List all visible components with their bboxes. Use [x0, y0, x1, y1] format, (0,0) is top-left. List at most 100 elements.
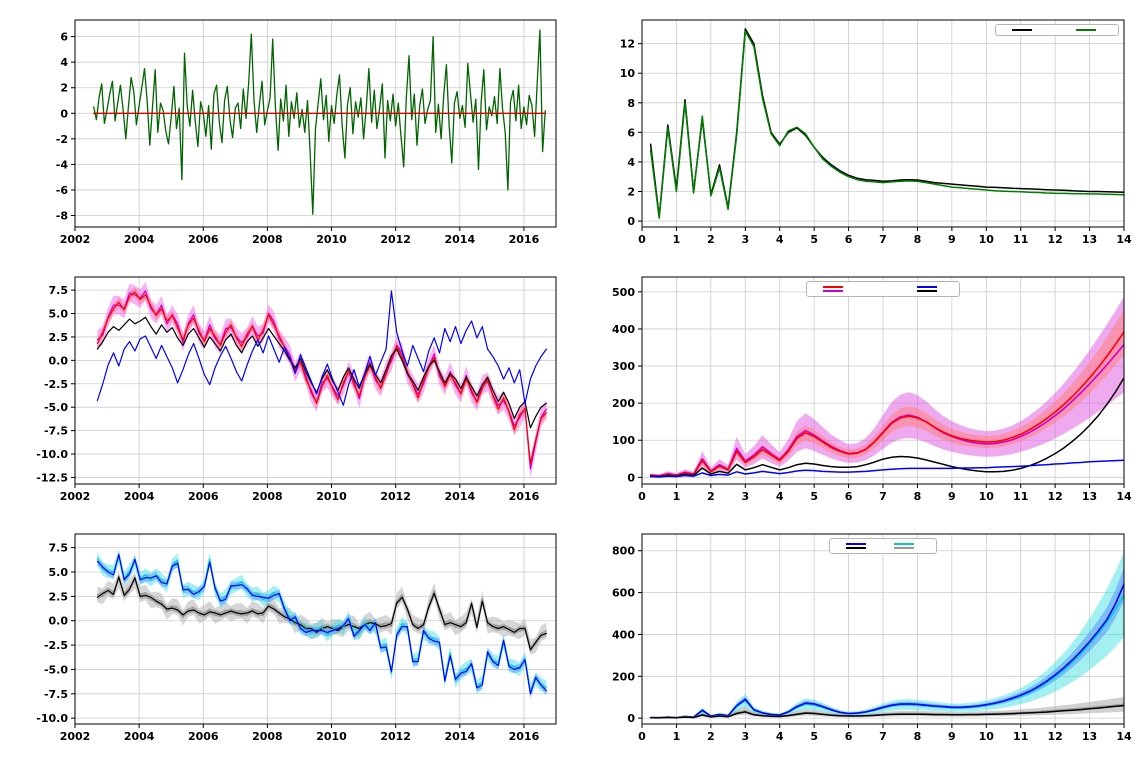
svg-text:10: 10: [979, 490, 995, 503]
svg-text:0: 0: [638, 730, 646, 743]
subplot-b: 0 1 2 3 4 5 6 7 8 9 10 11 12 13 14 0 2 4 6 8 10 12: [567, 0, 1135, 257]
svg-text:2002: 2002: [60, 730, 91, 743]
legend-swatch-sh-isba: [894, 543, 914, 545]
svg-text:12: 12: [1047, 490, 1062, 503]
svg-text:4: 4: [60, 56, 68, 69]
svg-text:11: 11: [1013, 233, 1028, 246]
svg-text:2014: 2014: [444, 730, 475, 743]
svg-text:4: 4: [627, 156, 635, 169]
svg-text:-5.0: -5.0: [44, 663, 68, 676]
legend-swatch-grace-mascons: [823, 286, 843, 288]
svg-text:600: 600: [612, 587, 635, 600]
svg-text:5: 5: [810, 730, 818, 743]
chart-f-legend: [829, 538, 937, 554]
svg-text:300: 300: [612, 360, 635, 373]
legend-item-sh-isba: [890, 542, 924, 546]
svg-text:13: 13: [1082, 730, 1097, 743]
svg-text:6: 6: [60, 31, 68, 44]
svg-text:13: 13: [1082, 233, 1097, 246]
svg-text:10: 10: [620, 67, 636, 80]
legend-swatch-mascons-wghm: [846, 547, 866, 549]
svg-text:200: 200: [612, 670, 635, 683]
legend-swatch-gpcc: [1012, 29, 1032, 31]
legend-swatch-imerg: [1076, 29, 1096, 31]
svg-text:5: 5: [810, 490, 818, 503]
svg-text:8: 8: [914, 233, 922, 246]
svg-text:2004: 2004: [124, 730, 155, 743]
svg-text:2: 2: [60, 82, 68, 95]
svg-text:7: 7: [879, 490, 887, 503]
legend-item-wghm: [913, 289, 947, 293]
subplot-c: 2002 2004 2006 2008 2010 2012 2014 2016 -12.5 -10…: [0, 257, 567, 514]
svg-text:2016: 2016: [509, 730, 540, 743]
svg-text:7.5: 7.5: [49, 542, 69, 555]
svg-text:2: 2: [707, 730, 715, 743]
svg-text:2.5: 2.5: [49, 331, 69, 344]
svg-text:2012: 2012: [380, 233, 411, 246]
svg-text:8: 8: [914, 730, 922, 743]
svg-text:14: 14: [1116, 233, 1132, 246]
legend-item-gpcc: [1008, 28, 1042, 32]
legend-item-isba: [913, 285, 947, 289]
svg-text:500: 500: [612, 286, 635, 299]
svg-text:-7.5: -7.5: [44, 688, 68, 701]
svg-text:10: 10: [979, 730, 995, 743]
legend-item-mascons-wghm: [842, 546, 876, 550]
svg-text:9: 9: [948, 233, 956, 246]
svg-text:2008: 2008: [252, 490, 283, 503]
svg-text:2006: 2006: [188, 730, 219, 743]
svg-text:7.5: 7.5: [49, 284, 69, 297]
legend-swatch-wghm: [917, 290, 937, 292]
svg-text:2014: 2014: [444, 490, 475, 503]
svg-text:0: 0: [60, 107, 68, 120]
svg-text:2014: 2014: [444, 233, 475, 246]
svg-text:400: 400: [612, 323, 635, 336]
svg-text:13: 13: [1082, 490, 1097, 503]
legend-item-grace-sh: [819, 289, 853, 293]
svg-text:5: 5: [810, 233, 818, 246]
svg-text:2.5: 2.5: [49, 590, 69, 603]
svg-text:-10.0: -10.0: [36, 448, 68, 461]
svg-text:4: 4: [776, 490, 784, 503]
svg-text:11: 11: [1013, 730, 1028, 743]
svg-text:1: 1: [673, 233, 681, 246]
svg-text:11: 11: [1013, 490, 1028, 503]
svg-text:-6: -6: [56, 184, 69, 197]
svg-text:-2.5: -2.5: [44, 378, 68, 391]
svg-text:0.0: 0.0: [49, 354, 69, 367]
svg-text:7: 7: [879, 730, 887, 743]
legend-item-mascons-isba: [842, 542, 876, 546]
svg-text:2004: 2004: [124, 490, 155, 503]
svg-text:12: 12: [1047, 730, 1062, 743]
svg-text:14: 14: [1116, 730, 1132, 743]
svg-text:6: 6: [845, 490, 853, 503]
svg-text:6: 6: [845, 233, 853, 246]
chart-c-canvas: 2002 2004 2006 2008 2010 2012 2014 2016 -12.5 -10…: [36, 276, 557, 503]
svg-text:-2.5: -2.5: [44, 639, 68, 652]
svg-text:0.0: 0.0: [49, 615, 69, 628]
svg-text:2: 2: [627, 186, 635, 199]
svg-text:2010: 2010: [316, 730, 347, 743]
svg-text:2: 2: [707, 490, 715, 503]
svg-text:2002: 2002: [60, 490, 91, 503]
svg-text:2006: 2006: [188, 490, 219, 503]
svg-text:9: 9: [948, 490, 956, 503]
svg-text:-10.0: -10.0: [36, 712, 68, 725]
svg-text:5.0: 5.0: [49, 566, 69, 579]
subplot-d: 0 1 2 3 4 5 6 7 8 9 10 11 12 13 14 0 100 200 300 400 500: [567, 257, 1135, 514]
legend-swatch-isba: [917, 286, 937, 288]
svg-text:3: 3: [741, 490, 749, 503]
chart-a-canvas: 2002 2004 2006 2008 2010 2012 2014 2016 -8 -6 -4 -2…: [56, 19, 557, 246]
subplot-a: 2002 2004 2006 2008 2010 2012 2014 2016 -8 -6 -4 -2…: [0, 0, 567, 257]
svg-text:0: 0: [627, 712, 635, 725]
svg-text:-5.0: -5.0: [44, 401, 68, 414]
svg-text:0: 0: [627, 215, 635, 228]
svg-text:800: 800: [612, 545, 635, 558]
legend-swatch-mascons-isba: [846, 543, 866, 545]
subplot-e: 2002 2004 2006 2008 2010 2012 2014 2016 -10.0 -7.…: [0, 514, 567, 770]
svg-text:8: 8: [914, 490, 922, 503]
legend-swatch-grace-sh: [823, 290, 843, 292]
subplot-f: 0 1 2 3 4 5 6 7 8 9 10 11 12 13 14 0 200 400 600 800: [567, 514, 1135, 770]
